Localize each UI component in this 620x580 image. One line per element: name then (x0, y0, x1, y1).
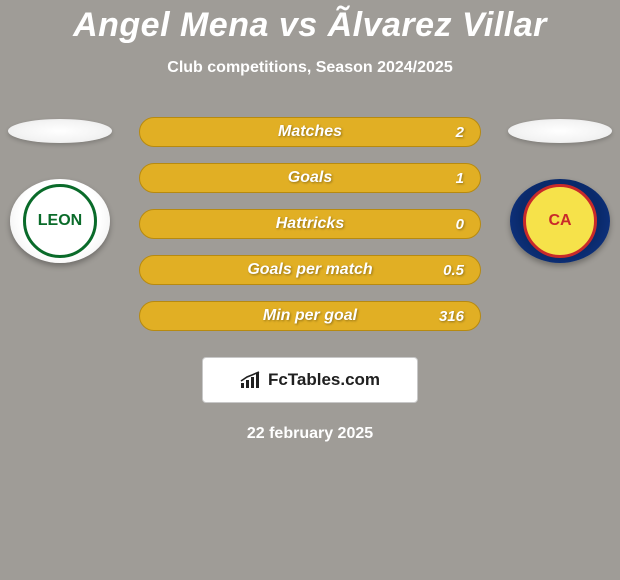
date-label: 22 february 2025 (247, 425, 373, 443)
stat-value: 0.5 (443, 262, 464, 279)
stat-bar: Goals1 (139, 163, 481, 193)
subtitle: Club competitions, Season 2024/2025 (167, 59, 452, 77)
stat-bars: Matches2Goals1Hattricks0Goals per match0… (139, 117, 481, 331)
stat-value: 2 (456, 124, 464, 141)
player-right-photo-placeholder (508, 119, 612, 143)
page-title: Angel Mena vs Ãlvarez Villar (73, 6, 547, 45)
club-name-right: CA (548, 212, 571, 230)
player-right-column: CA (508, 117, 612, 263)
player-left-photo-placeholder (8, 119, 112, 143)
comparison-card: Angel Mena vs Ãlvarez Villar Club compet… (0, 0, 620, 443)
stat-bar: Goals per match0.5 (139, 255, 481, 285)
brand-box[interactable]: FcTables.com (202, 357, 418, 403)
player-left-column: LEON (8, 117, 112, 263)
stat-label: Matches (156, 123, 464, 141)
club-name-left: LEON (38, 212, 82, 230)
club-badge-left: LEON (10, 179, 110, 263)
stat-label: Goals per match (156, 261, 464, 279)
stat-label: Hattricks (156, 215, 464, 233)
brand-chart-icon (240, 371, 262, 389)
stat-bar: Min per goal316 (139, 301, 481, 331)
stat-value: 0 (456, 216, 464, 233)
stats-section: LEON Matches2 Goals1 Hattricks0 Goals per m… (0, 117, 620, 331)
stat-label: Min per goal (156, 307, 464, 325)
club-logo-left: LEON (23, 184, 97, 258)
stat-value: 1 (456, 170, 464, 187)
stat-bar: Matches2 (139, 117, 481, 147)
stat-value: 316 (439, 308, 464, 325)
brand-label: FcTables.com (268, 370, 380, 390)
stat-bar: Hattricks0 (139, 209, 481, 239)
club-logo-right: CA (523, 184, 597, 258)
club-badge-right: CA (510, 179, 610, 263)
stat-label: Goals (156, 169, 464, 187)
